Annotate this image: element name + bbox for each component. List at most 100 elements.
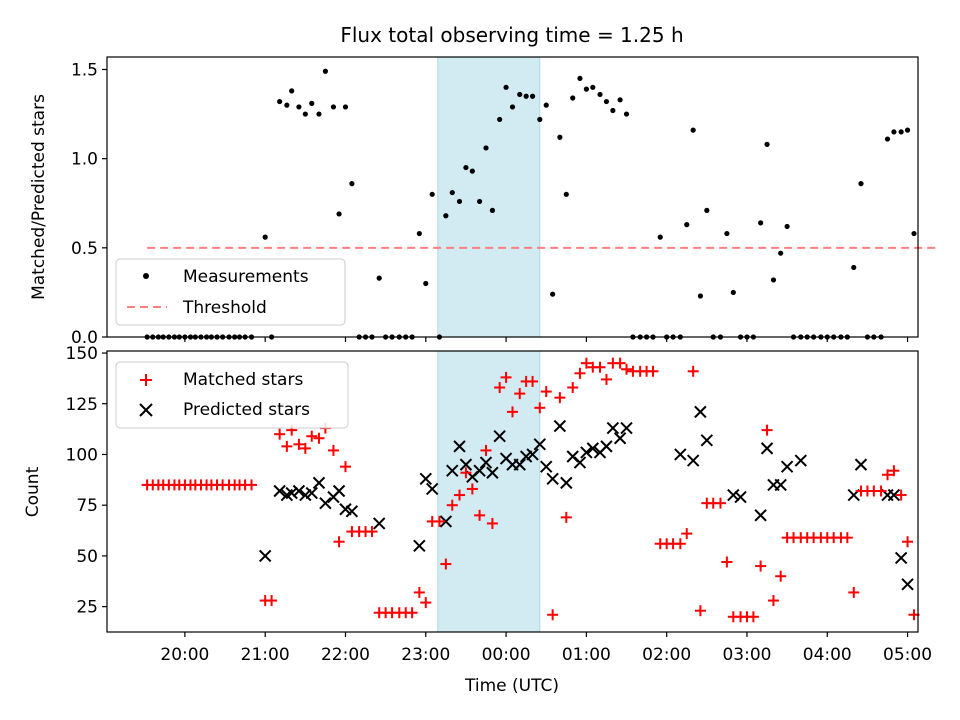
- predicted-star-point: [573, 456, 587, 469]
- matched-star-point: [460, 467, 472, 479]
- measurement-point: [657, 234, 663, 240]
- predicted-stroke: [439, 515, 453, 528]
- matched-star-point: [299, 442, 311, 454]
- matched-star-point: [775, 570, 787, 582]
- measurement-point: [704, 207, 710, 213]
- predicted-stroke: [854, 458, 868, 471]
- predicted-stroke: [780, 460, 794, 473]
- matched-star-point: [246, 479, 258, 491]
- predicted-stroke: [273, 484, 286, 498]
- measurement-point: [590, 84, 596, 90]
- predicted-star-point: [674, 448, 687, 461]
- predicted-stroke: [540, 460, 553, 473]
- predicted-stroke: [312, 476, 326, 490]
- measurement-point: [898, 129, 904, 135]
- measurement-point: [603, 98, 610, 105]
- predicted-stroke: [686, 454, 700, 467]
- top-shaded-span: [437, 56, 541, 338]
- measurement-point: [690, 127, 696, 133]
- matched-star-point: [333, 536, 345, 548]
- measurement-point: [884, 136, 891, 142]
- predicted-stroke: [566, 450, 579, 463]
- predicted-stroke: [473, 464, 486, 477]
- predicted-stroke: [620, 421, 633, 435]
- x-tick-label: 20:00: [160, 645, 209, 665]
- measurement-point: [610, 107, 616, 114]
- x-tick-label: 01:00: [562, 645, 611, 665]
- matched-star-point: [567, 382, 579, 394]
- predicted-star-point: [439, 515, 453, 528]
- predicted-stroke: [760, 442, 774, 455]
- measurement-point: [617, 97, 623, 103]
- measurement-point: [730, 289, 736, 296]
- predicted-stroke: [754, 509, 767, 522]
- matched-star-point: [714, 497, 726, 509]
- predicted-stroke: [285, 486, 298, 500]
- predicted-star-point: [894, 551, 908, 565]
- predicted-stroke: [258, 549, 272, 563]
- predicted-stroke: [674, 448, 687, 461]
- measurement-point: [449, 189, 455, 196]
- matched-star-point: [406, 607, 418, 619]
- measurement-point: [463, 164, 469, 171]
- measurement-point: [330, 104, 337, 110]
- matched-star-point: [580, 357, 592, 369]
- measurement-point: [289, 88, 295, 94]
- matched-star-point: [313, 432, 325, 444]
- legend-predicted-marker: [139, 403, 153, 417]
- predicted-stroke: [446, 464, 459, 477]
- predicted-star-point: [332, 484, 346, 498]
- matched-star-point: [902, 536, 914, 548]
- predicted-stroke: [894, 551, 908, 565]
- predicted-star-point: [734, 490, 747, 504]
- bottom-y-label: Count: [23, 466, 43, 517]
- matched-star-point: [767, 595, 779, 607]
- predicted-star-point: [419, 472, 432, 486]
- predicted-star-point: [546, 472, 559, 486]
- matched-star-point: [500, 371, 512, 383]
- x-tick-label: 22:00: [321, 645, 370, 665]
- measurement-point: [309, 100, 315, 106]
- top-y-tick-label: 0.5: [71, 239, 98, 259]
- matched-star-point: [755, 560, 767, 572]
- measurement-point: [697, 293, 703, 299]
- predicted-stroke: [727, 488, 740, 502]
- predicted-star-point: [372, 517, 386, 530]
- bottom-shaded-span: [437, 350, 541, 633]
- matched-star-point: [274, 428, 286, 440]
- predicted-star-point: [273, 484, 286, 498]
- predicted-stroke: [600, 440, 613, 453]
- predicted-star-point: [292, 484, 306, 498]
- measurement-point: [911, 230, 917, 237]
- measurement-point: [724, 230, 730, 237]
- measurement-point: [764, 141, 770, 147]
- predicted-star-point: [694, 405, 707, 419]
- predicted-star-point: [854, 458, 868, 471]
- predicted-star-point: [493, 430, 506, 443]
- predicted-star-point: [305, 486, 318, 500]
- predicted-stroke: [345, 505, 359, 518]
- matched-star-point: [594, 361, 606, 373]
- measurement-point: [262, 234, 268, 240]
- predicted-stroke: [887, 488, 901, 502]
- measurement-point: [489, 207, 496, 213]
- predicted-stroke: [694, 405, 707, 419]
- measurement-point: [336, 211, 342, 217]
- legend-predicted-label: Predicted stars: [183, 400, 310, 420]
- bottom-y-tick-label: 125: [66, 395, 98, 415]
- predicted-stroke: [613, 432, 627, 445]
- top-legend-box: [115, 258, 346, 326]
- measurement-point: [684, 222, 690, 228]
- measurement-point: [376, 275, 382, 281]
- predicted-stroke: [419, 472, 432, 486]
- predicted-star-point: [794, 454, 807, 467]
- predicted-star-point: [780, 460, 794, 473]
- matched-star-point: [514, 388, 526, 400]
- matched-star-point: [747, 611, 759, 623]
- matched-star-point: [366, 526, 378, 538]
- predicted-star-point: [560, 476, 573, 490]
- predicted-stroke: [513, 458, 526, 471]
- matched-star-point: [454, 489, 466, 501]
- matched-star-point: [420, 597, 432, 609]
- measurement-point: [483, 145, 489, 151]
